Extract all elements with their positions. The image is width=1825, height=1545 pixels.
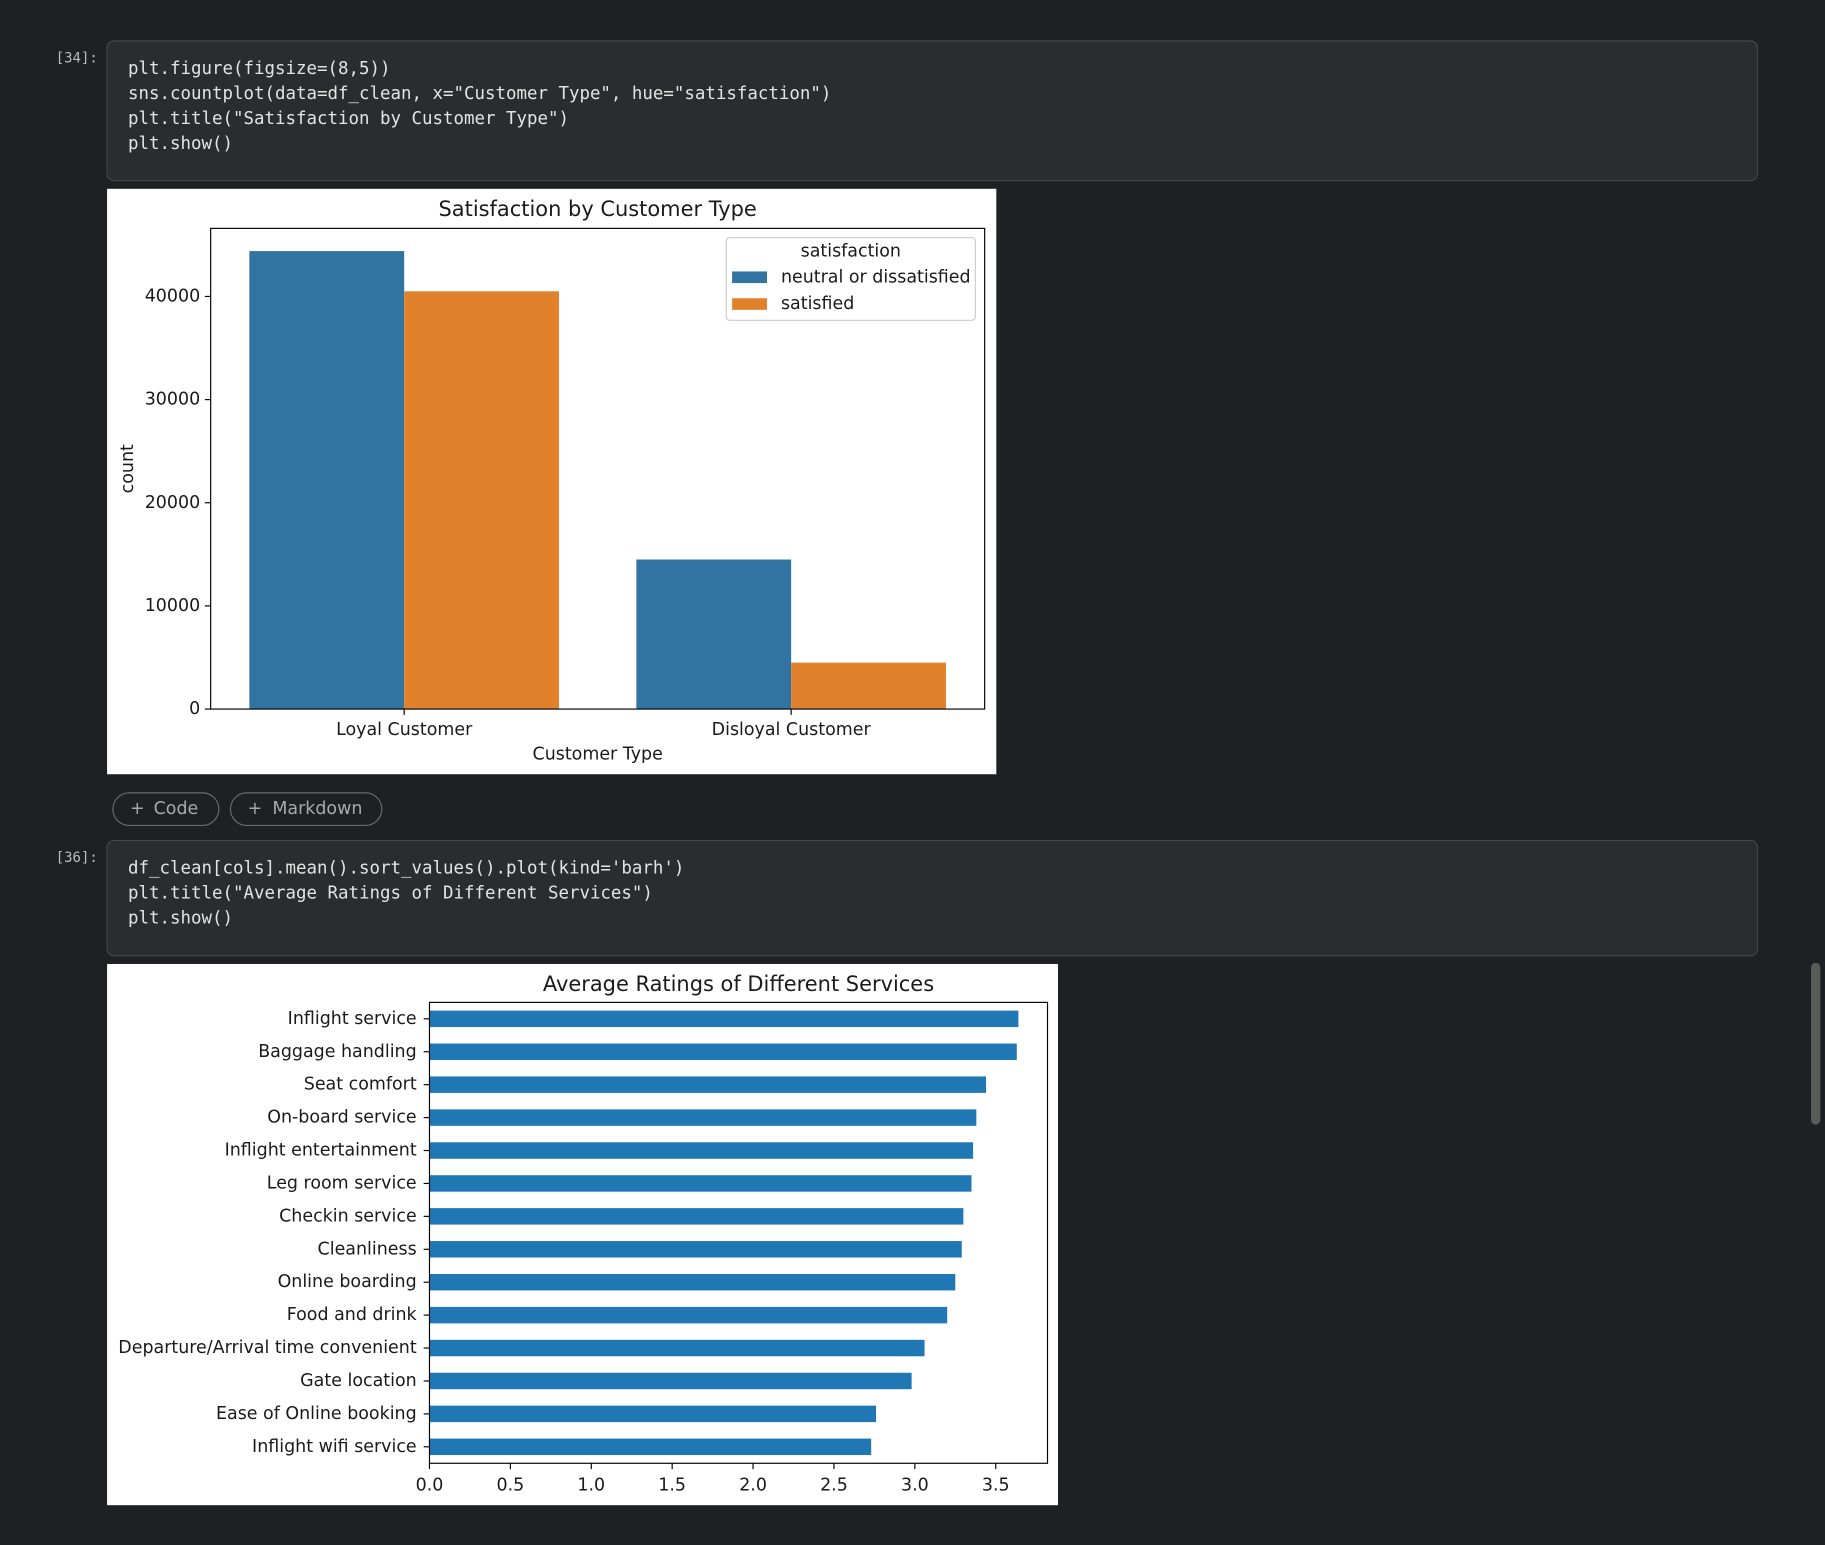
code-cell[interactable] (106, 840, 1759, 957)
x-axis-label: Customer Type (533, 744, 663, 764)
x-tick-label: Loyal Customer (336, 720, 473, 740)
legend-label: satisfied (781, 294, 854, 314)
y-tick-label: Inflight entertainment (225, 1141, 417, 1161)
button-label[interactable]: Markdown (272, 799, 362, 819)
y-tick-label: 20000 (145, 493, 200, 513)
bar (429, 1043, 1017, 1060)
bar (249, 251, 405, 710)
legend-label: neutral or dissatisfied (781, 267, 971, 287)
bar (636, 559, 792, 710)
y-tick-label: 40000 (145, 286, 200, 306)
bar (429, 1306, 948, 1324)
code-line: plt.figure(figsize=(8,5)) (128, 59, 390, 79)
cell-prompt: [36]: (56, 850, 98, 866)
y-tick-label: Gate location (300, 1371, 417, 1391)
bar (429, 1208, 964, 1225)
code-line: df_clean[cols].mean().sort_values().plot… (128, 859, 684, 879)
y-tick-label: Leg room service (267, 1173, 417, 1193)
code-line: plt.show() (128, 909, 233, 929)
bar (429, 1175, 972, 1192)
x-tick-label: Disloyal Customer (712, 720, 872, 740)
bar (429, 1339, 925, 1357)
x-tick-label: 2.5 (820, 1475, 848, 1495)
add-markdown-button[interactable] (229, 792, 383, 827)
code-line: plt.title("Average Ratings of Different … (128, 884, 653, 904)
button-label[interactable]: Code (154, 799, 199, 819)
bar (791, 662, 946, 710)
bar (429, 1142, 974, 1159)
chart-title: Average Ratings of Different Services (543, 972, 934, 996)
y-tick-label: Cleanliness (318, 1239, 417, 1259)
y-axis-label: count (118, 444, 138, 493)
legend-swatch (732, 271, 768, 284)
y-tick-label: Inflight service (288, 1009, 417, 1029)
bar (429, 1010, 1019, 1028)
y-tick-label: 10000 (145, 596, 200, 616)
plus-icon: + (248, 799, 263, 819)
chart-title: Satisfaction by Customer Type (439, 197, 757, 221)
x-tick-label: 0.5 (497, 1475, 525, 1495)
code-line: plt.title("Satisfaction by Customer Type… (128, 109, 569, 129)
add-code-button[interactable] (112, 792, 220, 827)
scrollbar[interactable] (1811, 962, 1821, 1125)
bar (429, 1273, 956, 1291)
y-tick-label: 0 (189, 699, 200, 719)
bar (429, 1405, 877, 1423)
plot-frame (210, 227, 986, 710)
plot-frame (428, 1001, 1049, 1464)
bar (429, 1438, 872, 1456)
y-tick-label: Departure/Arrival time convenient (118, 1338, 417, 1358)
plus-icon: + (130, 799, 145, 819)
x-tick-label: 3.5 (982, 1475, 1010, 1495)
x-tick-label: 1.0 (577, 1475, 605, 1495)
y-tick-label: Checkin service (279, 1206, 417, 1226)
cell-prompt: [34]: (56, 50, 98, 66)
y-tick-label: On-board service (267, 1108, 416, 1128)
bar (429, 1109, 977, 1126)
y-tick-label: 30000 (145, 390, 200, 410)
y-tick-label: Ease of Online booking (216, 1404, 417, 1424)
y-tick-label: Seat comfort (304, 1075, 417, 1095)
x-tick-label: 2.0 (739, 1475, 767, 1495)
y-tick-label: Baggage handling (258, 1042, 416, 1062)
code-cell[interactable] (106, 40, 1759, 182)
legend-swatch (732, 298, 768, 310)
code-line: sns.countplot(data=df_clean, x="Customer… (128, 84, 831, 104)
code-line: plt.show() (128, 134, 233, 154)
legend-title: satisfaction (801, 242, 901, 262)
legend-box (725, 237, 976, 321)
x-tick-label: 3.0 (901, 1475, 929, 1495)
bar (404, 291, 559, 710)
y-tick-label: Food and drink (287, 1305, 418, 1325)
x-tick-label: 1.5 (658, 1475, 686, 1495)
y-tick-label: Online boarding (278, 1272, 417, 1292)
bar (429, 1076, 987, 1093)
y-tick-label: Inflight wifi service (252, 1437, 417, 1457)
x-tick-label: 0.0 (416, 1475, 444, 1495)
bar (429, 1372, 912, 1390)
bar (429, 1241, 962, 1258)
